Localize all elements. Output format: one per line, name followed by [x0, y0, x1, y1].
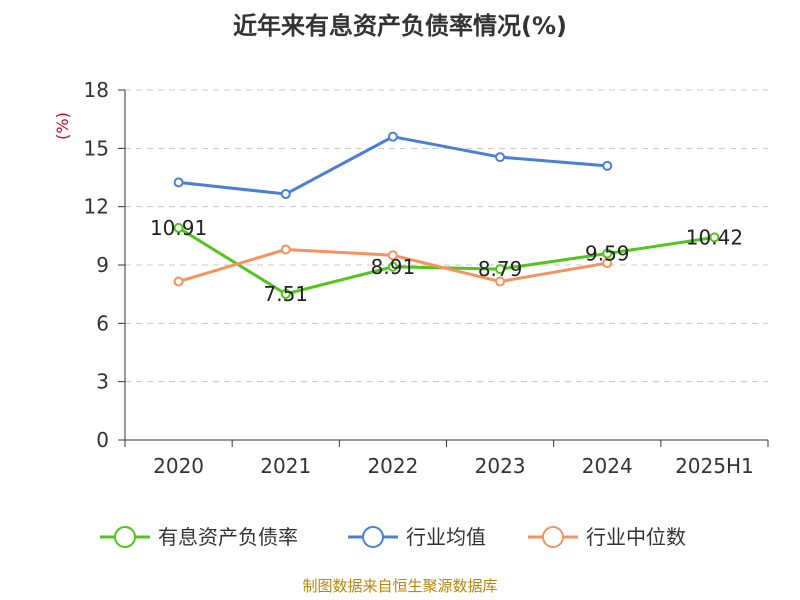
legend-marker-2: [542, 526, 564, 548]
y-tick-label: 6: [96, 311, 109, 335]
data-label: 10.42: [686, 225, 743, 249]
y-tick-label: 9: [96, 253, 109, 277]
data-point: [387, 261, 398, 272]
data-label: 10.91: [150, 216, 207, 240]
legend-label-0: 有息资产负债率: [158, 525, 298, 549]
legend-label-1: 行业均值: [406, 525, 486, 549]
data-point: [602, 160, 613, 171]
y-tick-label: 15: [84, 136, 109, 160]
data-point: [387, 250, 398, 261]
data-label: 7.51: [263, 282, 308, 306]
grid-lines: [125, 89, 768, 383]
y-tick-label: 18: [84, 78, 109, 102]
data-point: [387, 131, 398, 142]
chart-title: 近年来有息资产负债率情况(%): [233, 12, 567, 40]
data-label: 8.79: [478, 257, 523, 281]
legend: 有息资产负债率 行业均值 行业中位数: [100, 525, 686, 549]
series-layer: [173, 131, 720, 299]
data-point: [280, 244, 291, 255]
x-tick-label: 2021: [260, 454, 311, 478]
x-tick-label: 2023: [475, 454, 526, 478]
y-axis-unit: (%): [53, 112, 72, 140]
data-label: 9.59: [585, 242, 630, 266]
legend-label-2: 行业中位数: [586, 525, 686, 549]
x-tick-label: 2020: [153, 454, 204, 478]
data-point: [495, 264, 506, 275]
series-line-0: [177, 226, 715, 296]
data-point: [173, 276, 184, 287]
x-tick-label: 2024: [582, 454, 633, 478]
data-point: [709, 232, 720, 243]
series-line-1: [178, 135, 608, 196]
y-tick-label: 0: [96, 428, 109, 452]
data-point: [173, 222, 184, 233]
data-point: [280, 189, 291, 200]
data-point: [602, 258, 613, 269]
x-tick-label: 2025H1: [675, 454, 754, 478]
x-tick-label: 2022: [367, 454, 418, 478]
data-point: [495, 152, 506, 163]
legend-marker-1: [362, 526, 384, 548]
source-note: 制图数据来自恒生聚源数据库: [302, 577, 497, 595]
data-labels: 10.91 7.51 8.91 8.79 9.59 10.42: [150, 216, 743, 306]
data-point: [280, 288, 291, 299]
axes: 0 3 6 9 12 15 18 2020 2021 2022 2023 2024 2025H1: [84, 78, 769, 478]
data-label: 8.91: [371, 255, 416, 279]
data-point: [602, 248, 613, 259]
y-tick-label: 3: [96, 370, 109, 394]
y-tick-label: 12: [84, 195, 109, 219]
data-point: [495, 276, 506, 287]
data-point: [173, 177, 184, 188]
legend-marker-0: [114, 526, 136, 548]
